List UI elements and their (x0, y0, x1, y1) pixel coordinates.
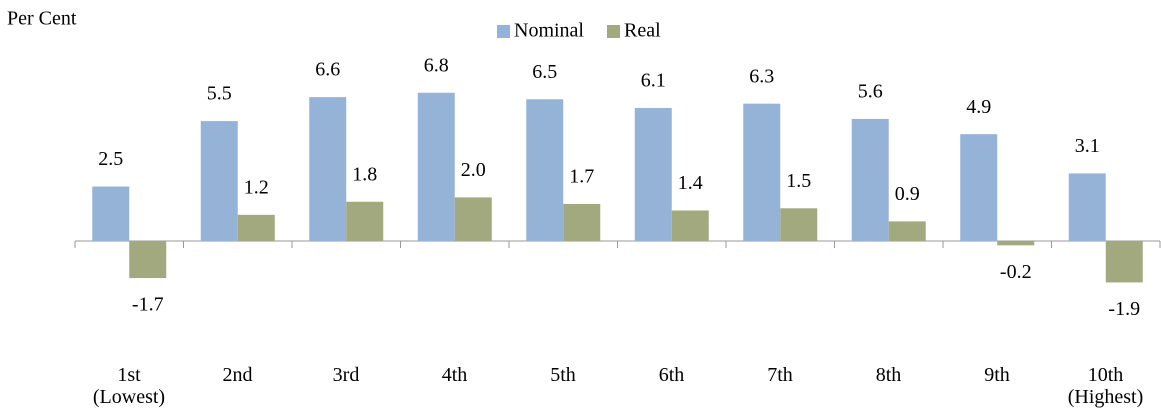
data-label: 5.6 (858, 81, 883, 103)
legend-swatch (607, 25, 620, 38)
bar (888, 221, 926, 241)
legend-label: Nominal (514, 20, 584, 42)
data-label: 1.8 (352, 163, 377, 185)
data-label: 1.2 (244, 176, 269, 198)
bar (526, 99, 564, 241)
data-label: 6.6 (315, 59, 340, 81)
bar (454, 197, 492, 241)
data-label: -1.7 (132, 294, 164, 316)
x-tick-label: 3rd (332, 364, 360, 386)
data-label: -1.9 (1108, 298, 1140, 320)
x-tick-label: 1st (Lowest) (92, 364, 166, 408)
data-label: 3.1 (1075, 135, 1100, 157)
bar (960, 134, 998, 241)
data-label: 6.8 (424, 54, 449, 76)
x-tick-label: 5th (550, 364, 576, 386)
bar (200, 121, 238, 241)
bar (1068, 173, 1106, 241)
bar (743, 103, 781, 241)
data-label: 1.5 (786, 170, 811, 192)
bar (309, 97, 347, 242)
bar (851, 118, 889, 241)
bar (92, 186, 130, 241)
bar (237, 214, 275, 241)
x-tick-label: 10th (Highest) (1067, 364, 1144, 408)
data-label: 0.9 (895, 183, 920, 205)
legend-swatch (497, 25, 510, 38)
y-axis-label: Per Cent (7, 8, 77, 30)
x-tick-label: 7th (767, 364, 793, 386)
data-label: 6.3 (749, 65, 774, 87)
data-label: 1.4 (678, 172, 703, 194)
data-label: 6.1 (641, 70, 666, 92)
data-label: 5.5 (207, 83, 232, 105)
bar (671, 210, 709, 241)
x-tick-label: 9th (984, 364, 1010, 386)
bar (563, 203, 601, 241)
data-label: 4.9 (966, 96, 991, 118)
bar (417, 92, 455, 241)
bar (634, 108, 672, 242)
bar (346, 201, 384, 241)
data-label: 1.7 (569, 166, 594, 188)
x-tick-label: 6th (658, 364, 685, 386)
bar (129, 241, 167, 279)
x-tick-label: 8th (875, 364, 902, 386)
bar (780, 208, 818, 241)
data-label: 2.0 (461, 159, 486, 181)
x-tick-label: 2nd (222, 364, 253, 386)
data-label: 6.5 (532, 61, 557, 83)
data-label: -0.2 (1000, 261, 1032, 283)
bar (997, 241, 1035, 246)
bar (1105, 241, 1143, 283)
x-tick-label: 4th (441, 364, 468, 386)
legend-label: Real (624, 20, 661, 42)
data-label: 2.5 (98, 148, 123, 170)
